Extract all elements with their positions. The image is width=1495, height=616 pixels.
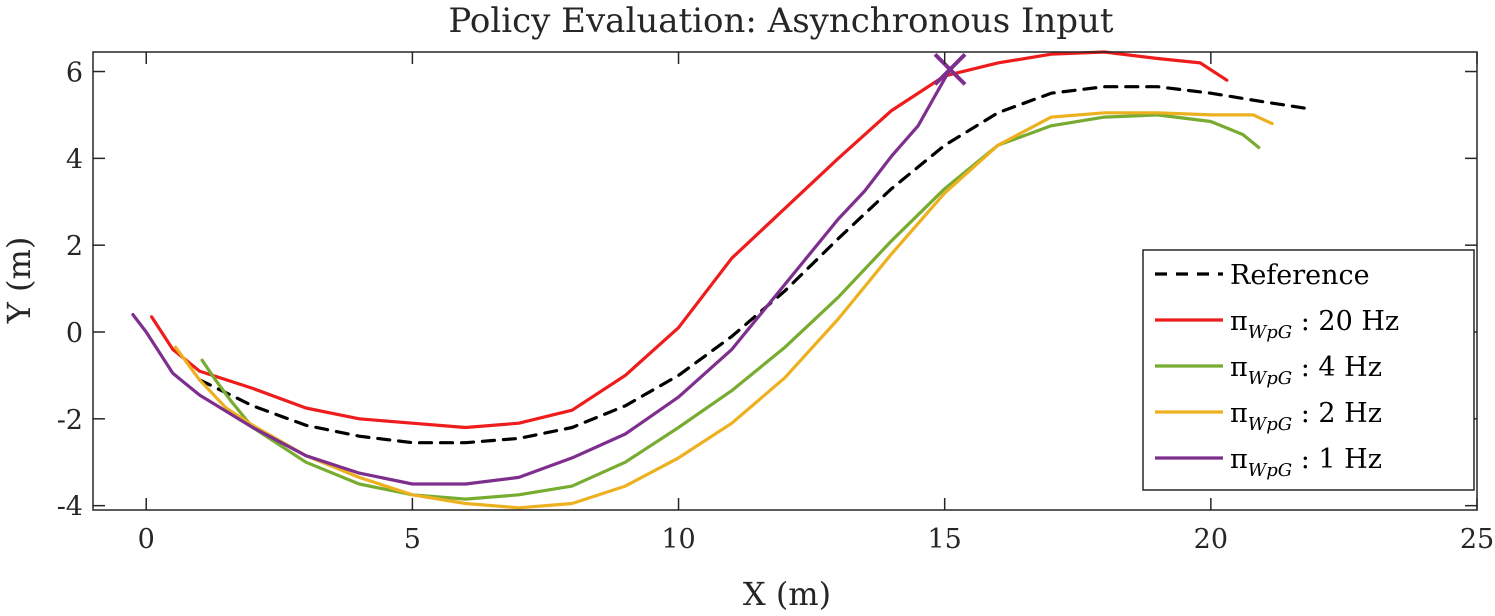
x-tick-label: 20	[1194, 524, 1228, 555]
axes: 0 5 10 15 20 25 -4 -2 0 2 4 6	[57, 51, 1494, 555]
series-line-1	[150, 50, 1229, 430]
y-tick-label: 0	[66, 318, 83, 349]
y-tick-label: -2	[57, 405, 83, 436]
legend-box	[1142, 249, 1475, 491]
x-tick-label: 10	[661, 524, 695, 555]
y-tick-label: 2	[66, 231, 83, 262]
x-tick-label: 5	[404, 524, 421, 555]
plot-area	[131, 50, 1309, 510]
chart-title: Policy Evaluation: Asynchronous Input	[448, 1, 1114, 41]
axes-box	[92, 51, 1478, 511]
x-tick-label: 15	[928, 524, 962, 555]
legend: Reference πWpG : 20 Hz πWpG : 4 Hz πWpG : 2…	[1142, 249, 1475, 491]
series-line-3	[173, 111, 1274, 510]
x-tick-label: 25	[1460, 524, 1494, 555]
y-axis-label: Y (m)	[0, 237, 38, 325]
y-tick-label: 4	[66, 144, 83, 175]
y-tick-label: -4	[57, 492, 83, 523]
legend-label-1: πWpG : 20 Hz	[1230, 306, 1399, 343]
series-line-2	[200, 113, 1261, 501]
legend-label-4: πWpG : 1 Hz	[1230, 444, 1382, 481]
series-line-4	[131, 67, 952, 486]
series-line-0	[197, 85, 1309, 445]
x-axis-label: X (m)	[743, 575, 831, 613]
legend-label-2: πWpG : 4 Hz	[1230, 352, 1382, 389]
end-marker-x	[933, 52, 967, 86]
legend-label-0: Reference	[1230, 260, 1370, 291]
y-tick-label: 6	[66, 58, 83, 89]
x-tick-label: 0	[138, 524, 155, 555]
legend-label-3: πWpG : 2 Hz	[1230, 398, 1382, 435]
